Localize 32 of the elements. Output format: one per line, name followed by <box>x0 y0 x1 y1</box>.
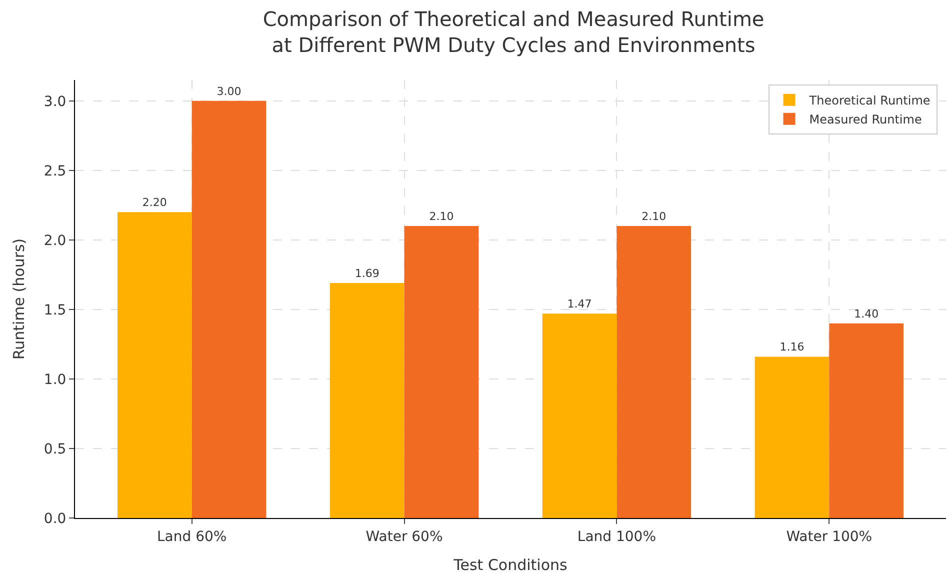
bar <box>404 226 479 518</box>
y-tick-label: 1.0 <box>44 372 66 388</box>
y-tick-label: 3.0 <box>44 94 66 110</box>
y-tick-label: 2.0 <box>44 232 66 249</box>
y-tick-label: 1.5 <box>44 302 66 318</box>
y-tick-label: 2.5 <box>44 163 66 180</box>
legend-label: Theoretical Runtime <box>808 94 930 108</box>
y-tick-label: 0.5 <box>44 441 66 458</box>
x-tick-label: Water 60% <box>366 528 443 545</box>
bar <box>192 100 266 518</box>
legend-label: Measured Runtime <box>809 112 922 127</box>
bar <box>829 323 904 518</box>
data-label: 1.47 <box>567 298 592 311</box>
data-label: 1.40 <box>854 307 879 320</box>
x-axis-title: Test Conditions <box>452 556 568 574</box>
chart-title: Comparison of Theoretical and Measured Runtime at Different PWM Duty Cycles and Environments <box>262 6 764 57</box>
bar <box>754 356 830 518</box>
data-label: 3.00 <box>216 84 242 98</box>
bar <box>616 226 692 518</box>
data-label: 1.69 <box>354 267 380 280</box>
y-axis-title: Runtime (hours) <box>10 238 28 360</box>
bar <box>330 283 404 518</box>
data-label: 2.10 <box>642 210 666 223</box>
bar <box>117 212 192 518</box>
data-label: 2.10 <box>429 210 454 223</box>
x-tick-label: Water 100% <box>786 528 872 545</box>
x-tick-label: Land 100% <box>577 528 656 545</box>
data-label: 1.16 <box>780 340 804 354</box>
x-tick-label: Land 60% <box>156 528 227 545</box>
y-tick-label: 0.0 <box>44 510 66 527</box>
bar <box>542 314 617 518</box>
data-label: 2.20 <box>142 196 167 210</box>
